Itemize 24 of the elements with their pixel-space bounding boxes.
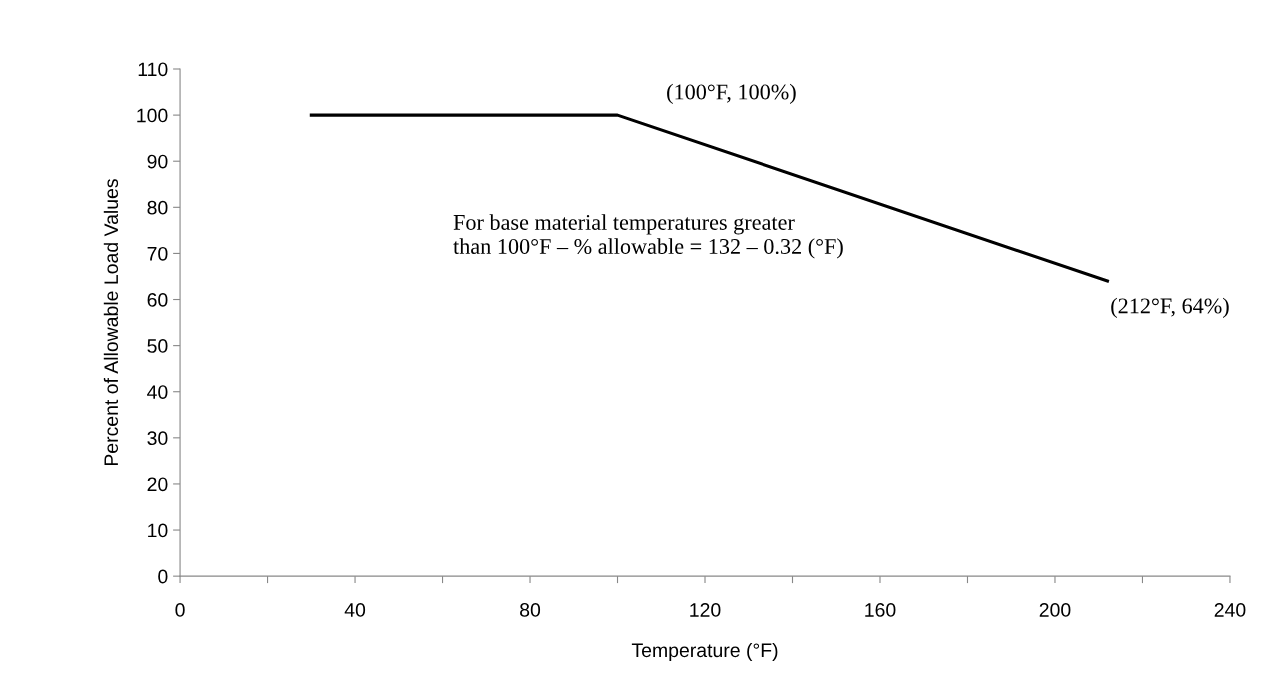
y-tick-label: 70	[147, 246, 168, 261]
y-tick-label: 100	[137, 108, 168, 123]
annotation: (212°F, 64%)	[1111, 297, 1229, 318]
x-tick-label: 80	[520, 603, 541, 617]
y-tick-label: 30	[147, 431, 168, 446]
y-axis-title: Percent of Allowable Load Values	[103, 179, 119, 466]
y-tick-label: 10	[148, 523, 168, 538]
annotation: For base material temperatures greater than 100°F – % allowable = 132 – 0.32 (°F)	[453, 214, 843, 259]
y-tick-label: 60	[147, 292, 168, 307]
x-tick-label: 240	[1214, 603, 1246, 617]
y-tick-label: 110	[138, 62, 168, 77]
x-tick-label: 40	[344, 603, 366, 617]
x-tick-label: 160	[865, 603, 896, 617]
y-tick-label: 90	[147, 154, 168, 169]
x-axis-title: Temperature (°F)	[631, 642, 778, 662]
y-tick-label: 50	[147, 339, 168, 353]
annotation: (100°F, 100%)	[667, 83, 796, 104]
x-tick-label: 200	[1039, 603, 1071, 617]
x-tick-label: 0	[175, 603, 185, 617]
y-tick-label: 80	[147, 200, 168, 215]
x-tick-label: 120	[690, 603, 721, 617]
y-tick-label: 40	[147, 385, 168, 399]
y-tick-label: 0	[158, 569, 168, 584]
y-tick-label: 20	[147, 477, 168, 492]
